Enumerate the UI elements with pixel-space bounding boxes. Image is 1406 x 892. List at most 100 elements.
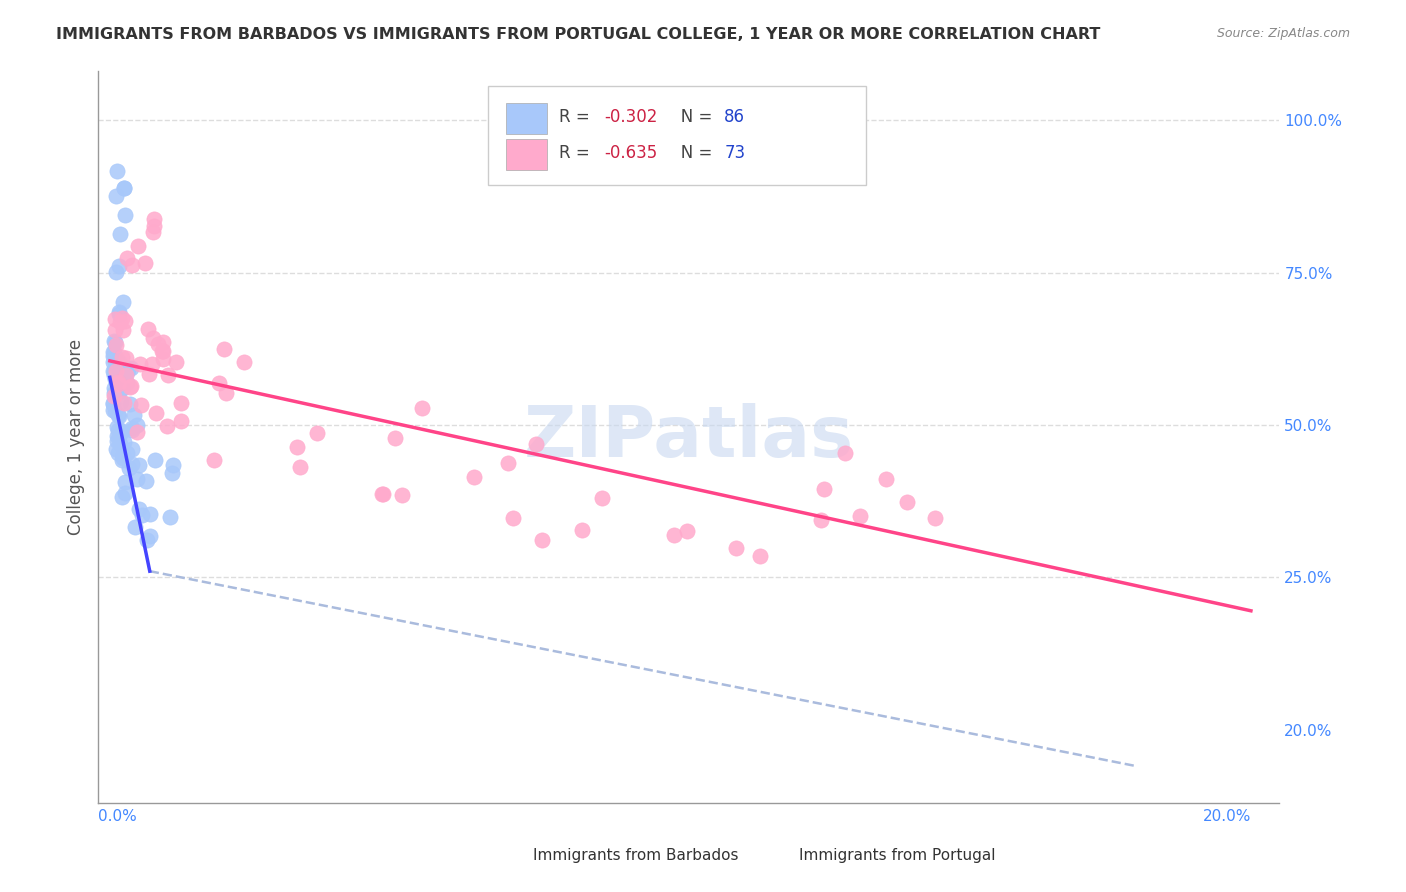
Point: [160, 466, 183, 480]
Point: [108, 356, 131, 370]
Point: [371, 487, 394, 501]
FancyBboxPatch shape: [506, 139, 547, 170]
Point: [121, 457, 143, 471]
Point: [105, 371, 128, 385]
Point: [142, 331, 165, 345]
Point: [121, 442, 143, 457]
Point: [111, 490, 134, 504]
Point: [134, 255, 156, 269]
Point: [103, 365, 125, 379]
Point: [105, 338, 128, 352]
Point: [107, 376, 129, 391]
Point: [107, 446, 129, 460]
FancyBboxPatch shape: [742, 841, 792, 869]
Point: [104, 355, 127, 369]
Point: [120, 379, 142, 393]
Point: [115, 446, 138, 460]
Point: [107, 408, 129, 422]
Text: -0.302: -0.302: [605, 108, 657, 126]
Y-axis label: College, 1 year or more: College, 1 year or more: [66, 339, 84, 535]
Point: [103, 397, 125, 411]
Point: [104, 357, 127, 371]
Point: [104, 403, 127, 417]
Point: [288, 459, 311, 474]
Point: [118, 461, 141, 475]
Point: [502, 511, 524, 525]
Point: [524, 436, 547, 450]
Point: [103, 403, 125, 417]
Point: [676, 524, 699, 539]
Point: [111, 294, 134, 309]
Point: [111, 381, 134, 395]
Text: R =: R =: [560, 145, 595, 162]
Point: [875, 472, 897, 486]
Point: [384, 432, 406, 446]
Point: [128, 502, 150, 516]
Point: [135, 533, 157, 547]
Point: [111, 350, 134, 364]
Point: [108, 366, 131, 380]
Text: 20.0%: 20.0%: [1202, 809, 1251, 824]
Point: [142, 226, 165, 240]
Point: [105, 163, 128, 178]
Point: [169, 414, 191, 428]
Point: [307, 426, 329, 441]
Point: [150, 343, 173, 358]
Point: [112, 181, 135, 195]
Point: [725, 541, 748, 556]
Point: [108, 384, 131, 399]
Point: [111, 322, 134, 336]
Point: [101, 396, 124, 410]
Point: [128, 458, 150, 472]
Point: [111, 453, 134, 467]
Point: [391, 488, 413, 502]
Point: [924, 511, 946, 525]
Point: [749, 549, 772, 563]
Point: [152, 351, 174, 366]
Point: [105, 189, 128, 203]
Point: [162, 458, 184, 472]
Text: 73: 73: [724, 145, 745, 162]
Point: [122, 408, 145, 422]
Text: IMMIGRANTS FROM BARBADOS VS IMMIGRANTS FROM PORTUGAL COLLEGE, 1 YEAR OR MORE COR: IMMIGRANTS FROM BARBADOS VS IMMIGRANTS F…: [56, 27, 1101, 42]
Point: [215, 385, 238, 400]
Point: [571, 523, 593, 537]
Point: [664, 528, 686, 542]
Point: [138, 368, 160, 382]
Point: [114, 314, 136, 328]
Point: [111, 311, 134, 326]
Point: [104, 359, 127, 373]
FancyBboxPatch shape: [506, 103, 547, 134]
Point: [139, 529, 162, 543]
Point: [104, 311, 127, 326]
Point: [285, 440, 308, 454]
Point: [110, 395, 132, 409]
Point: [156, 368, 179, 383]
Point: [127, 417, 149, 432]
Point: [115, 351, 138, 366]
Point: [104, 367, 127, 381]
Point: [141, 357, 163, 371]
Point: [138, 508, 160, 522]
Text: N =: N =: [665, 108, 718, 126]
Point: [108, 315, 131, 329]
Point: [108, 437, 131, 451]
Point: [101, 345, 124, 359]
Text: -0.635: -0.635: [605, 145, 657, 162]
Point: [120, 360, 142, 375]
Point: [129, 399, 152, 413]
Point: [145, 452, 167, 467]
Point: [105, 429, 128, 443]
Point: [107, 375, 129, 389]
Point: [103, 386, 125, 401]
Point: [125, 425, 148, 440]
Point: [124, 520, 146, 534]
Point: [112, 448, 135, 462]
Point: [159, 510, 181, 524]
Point: [143, 219, 166, 233]
Point: [121, 423, 143, 437]
Point: [103, 348, 125, 362]
Point: [108, 307, 131, 321]
Text: 0.0%: 0.0%: [98, 809, 138, 824]
Point: [104, 323, 127, 337]
